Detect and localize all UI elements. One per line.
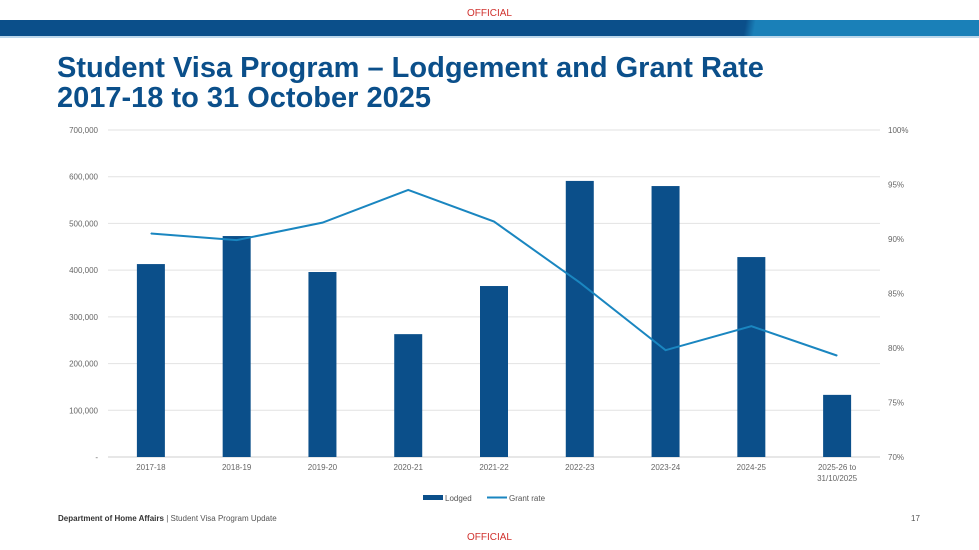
x-tick-label: 2017-18 bbox=[136, 463, 166, 472]
y-tick-label: - bbox=[95, 453, 98, 462]
point-grant-rate bbox=[579, 282, 581, 284]
x-tick-label: 2019-20 bbox=[308, 463, 338, 472]
point-grant-rate bbox=[665, 349, 667, 351]
y2-tick-label: 70% bbox=[888, 453, 904, 462]
point-grant-rate bbox=[236, 239, 238, 241]
y2-tick-label: 90% bbox=[888, 235, 904, 244]
title-line-1: Student Visa Program – Lodgement and Gra… bbox=[57, 52, 764, 84]
point-grant-rate bbox=[150, 233, 152, 235]
footer-department: Department of Home Affairs bbox=[58, 514, 164, 523]
bar-lodged bbox=[737, 257, 766, 457]
x-tick-label: 2022-23 bbox=[565, 463, 595, 472]
bar-lodged bbox=[394, 334, 423, 457]
x-tick-label: 2018-19 bbox=[222, 463, 252, 472]
y2-tick-label: 85% bbox=[888, 290, 904, 299]
x-tick-label: 31/10/2025 bbox=[817, 474, 858, 483]
legend-lodged-label: Lodged bbox=[445, 494, 472, 503]
y-tick-label: 400,000 bbox=[69, 266, 98, 275]
y-tick-label: 300,000 bbox=[69, 313, 98, 322]
footer-presentation: Student Visa Program Update bbox=[170, 514, 277, 523]
y-tick-label: 200,000 bbox=[69, 360, 98, 369]
classification-bottom: OFFICIAL bbox=[466, 532, 512, 543]
title-line-2: 2017-18 to 31 October 2025 bbox=[57, 82, 431, 114]
bar-lodged bbox=[308, 272, 337, 457]
header-band-accent bbox=[0, 36, 979, 38]
bar-lodged bbox=[565, 180, 594, 457]
header-band bbox=[0, 20, 979, 36]
x-tick-label: 2024-25 bbox=[737, 463, 767, 472]
point-grant-rate bbox=[836, 355, 838, 357]
x-tick-label: 2020-21 bbox=[394, 463, 424, 472]
bar-lodged bbox=[480, 286, 508, 457]
x-tick-label: 2023-24 bbox=[651, 463, 681, 472]
x-tick-label: 2025-26 to bbox=[818, 463, 857, 472]
page-title: Student Visa Program – Lodgement and Gra… bbox=[57, 53, 764, 113]
y2-tick-label: 100% bbox=[888, 126, 908, 135]
y-tick-label: 600,000 bbox=[69, 173, 98, 182]
y2-tick-label: 80% bbox=[888, 344, 904, 353]
y2-tick-label: 95% bbox=[888, 181, 904, 190]
page-number: 17 bbox=[911, 514, 920, 523]
legend-lodged-swatch bbox=[423, 495, 443, 500]
classification-top: OFFICIAL bbox=[466, 8, 512, 19]
footer: Department of Home Affairs | Student Vis… bbox=[58, 514, 277, 523]
bar-lodged bbox=[136, 264, 165, 457]
footer-separator: | bbox=[166, 514, 169, 523]
point-grant-rate bbox=[750, 325, 752, 327]
y-tick-label: 500,000 bbox=[69, 219, 98, 228]
point-grant-rate bbox=[493, 221, 495, 223]
y2-tick-label: 75% bbox=[888, 399, 904, 408]
bar-lodged bbox=[222, 236, 251, 457]
y-tick-label: 100,000 bbox=[69, 406, 98, 415]
legend-grant-rate-label: Grant rate bbox=[509, 494, 546, 503]
point-grant-rate bbox=[407, 189, 409, 191]
y-tick-label: 700,000 bbox=[69, 126, 98, 135]
bar-lodged bbox=[651, 186, 680, 458]
bar-lodged bbox=[823, 394, 852, 457]
x-tick-label: 2021-22 bbox=[479, 463, 509, 472]
point-grant-rate bbox=[321, 222, 323, 224]
